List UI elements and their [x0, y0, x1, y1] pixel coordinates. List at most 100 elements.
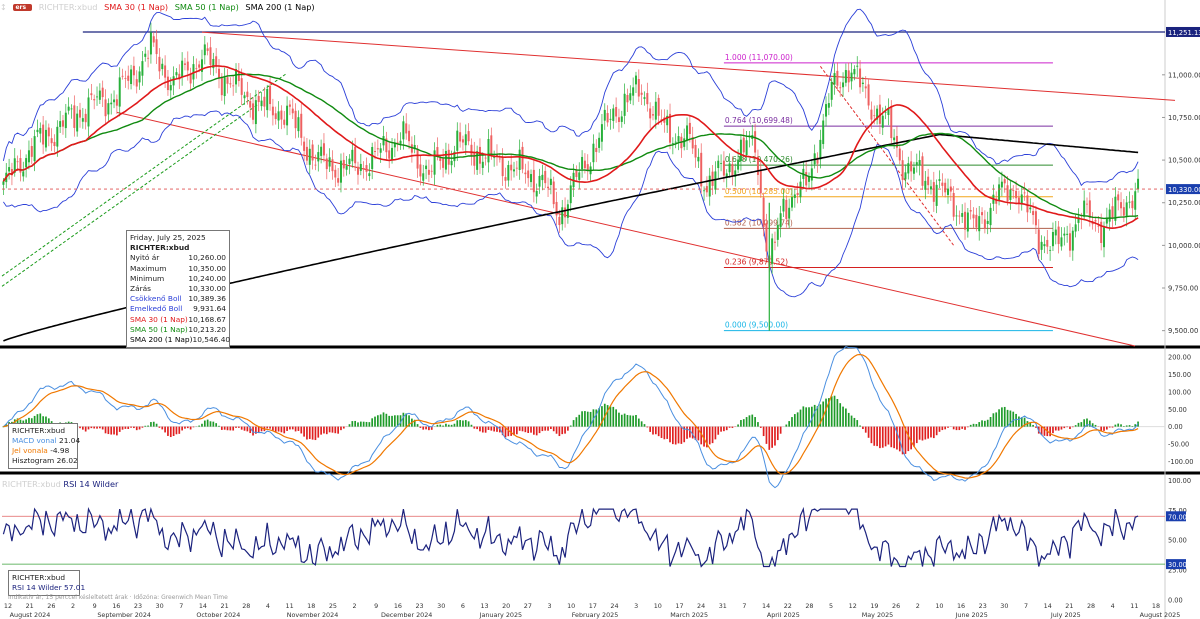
macd-histogram-bar — [416, 424, 419, 427]
candle-body — [354, 146, 357, 164]
macd-histogram-bar — [442, 425, 444, 427]
candle-body — [67, 106, 70, 111]
macd-histogram-bar — [564, 426, 566, 434]
candle-body — [654, 101, 657, 120]
candle-body — [833, 73, 836, 85]
candle-body — [904, 172, 907, 180]
candle-body — [805, 172, 808, 186]
candle-body — [691, 137, 694, 149]
candle-body — [416, 148, 419, 169]
candle-body — [898, 148, 901, 161]
month-label: October 2024 — [196, 611, 240, 619]
candle-body — [232, 85, 235, 87]
macd-histogram-bar — [47, 418, 50, 427]
macd-histogram-bar — [748, 415, 751, 427]
candle-body — [1125, 202, 1128, 217]
candle-body — [13, 158, 16, 173]
macd-histogram-bar — [680, 426, 683, 444]
rsi-legend-box: RICHTER:xbud RSI 14 Wilder 57.01 — [8, 570, 85, 596]
candle-body — [932, 182, 935, 202]
candle-body — [859, 68, 862, 88]
macd-histogram-bar — [212, 421, 215, 427]
candle-body — [561, 207, 564, 225]
macd-histogram-bar — [793, 414, 796, 427]
date-tick-label: 16 — [112, 602, 120, 610]
macd-histogram-bar — [978, 422, 981, 427]
candle-body — [720, 163, 723, 164]
macd-histogram-bar — [538, 426, 541, 434]
macd-axis-label: 150.00 — [1168, 371, 1191, 379]
macd-histogram-bar — [810, 406, 813, 427]
date-tick-label: 7 — [742, 602, 746, 610]
candle-body — [81, 118, 84, 122]
candle-body — [873, 115, 876, 117]
macd-histogram-bar — [992, 413, 995, 427]
macd-histogram-bar — [402, 412, 405, 427]
macd-histogram-bar — [799, 409, 802, 427]
macd-histogram-bar — [13, 419, 16, 427]
macd-histogram-bar — [257, 426, 260, 433]
candle-body — [853, 68, 856, 75]
candle-body — [467, 131, 470, 142]
macd-histogram-bar — [1120, 424, 1122, 427]
candle-body — [1037, 229, 1040, 255]
macd-histogram-bar — [79, 426, 81, 429]
macd-histogram-bar — [391, 415, 393, 427]
macd-histogram-bar — [930, 426, 932, 438]
candle-body — [1077, 216, 1080, 223]
candle-body — [206, 48, 209, 51]
macd-histogram-bar — [362, 421, 365, 427]
candle-body — [59, 121, 62, 127]
macd-histogram-bar — [394, 415, 396, 427]
candle-body — [839, 87, 842, 89]
legend-sma200[interactable]: SMA 200 (1 Nap) — [245, 2, 315, 12]
macd-histogram-bar — [121, 426, 124, 430]
date-tick-label: 10 — [567, 602, 575, 610]
legend-sma50[interactable]: SMA 50 (1 Nap) — [174, 2, 239, 12]
macd-histogram-bar — [138, 426, 141, 430]
candle-body — [425, 165, 428, 170]
candle-body — [124, 78, 127, 79]
candle-body — [260, 100, 263, 107]
macd-histogram-bar — [235, 426, 237, 428]
macd-histogram-bar — [240, 426, 243, 430]
macd-histogram-bar — [1077, 422, 1080, 427]
candle-body — [1088, 200, 1091, 218]
candle-body — [910, 161, 913, 172]
date-tick-label: 6 — [461, 602, 465, 610]
date-tick-label: 27 — [524, 602, 532, 610]
candle-body — [215, 56, 218, 67]
macd-histogram-bar — [907, 426, 910, 452]
date-tick-label: 24 — [610, 602, 618, 610]
macd-histogram-bar — [425, 426, 427, 430]
candle-body — [935, 184, 938, 206]
macd-histogram-bar — [368, 422, 371, 427]
candle-body — [186, 61, 189, 71]
price-axis-label: 9,500.00 — [1168, 327, 1198, 335]
candle-body — [708, 175, 711, 197]
candle-body — [1137, 178, 1140, 190]
candle-body — [581, 156, 584, 170]
candle-body — [87, 97, 90, 127]
macd-histogram-bar — [513, 426, 515, 436]
macd-histogram-bar — [765, 426, 768, 444]
candle-body — [439, 158, 442, 161]
info-row: Minimum 10,240.00 — [130, 274, 226, 284]
rsi-axis-label: 50.00 — [1168, 537, 1187, 545]
macd-legend-box: RICHTER:xbud MACD vonal 21.04 Jel vonala… — [8, 423, 80, 469]
candle-body — [149, 32, 152, 55]
macd-histogram-bar — [189, 426, 192, 430]
date-tick-label: 10 — [935, 602, 943, 610]
channel-upper-line — [201, 31, 1176, 101]
candle-body — [144, 53, 147, 57]
candle-body — [918, 160, 921, 166]
legend-sma30[interactable]: SMA 30 (1 Nap) — [104, 2, 169, 12]
candle-body — [1057, 226, 1060, 245]
info-row: Maximum 10,350.00 — [130, 264, 226, 274]
candle-body — [158, 56, 161, 72]
macd-histogram-bar — [1111, 426, 1114, 428]
date-tick-label: 2 — [71, 602, 75, 610]
candle-body — [8, 167, 11, 172]
candle-body — [538, 175, 541, 187]
candle-body — [308, 148, 311, 165]
